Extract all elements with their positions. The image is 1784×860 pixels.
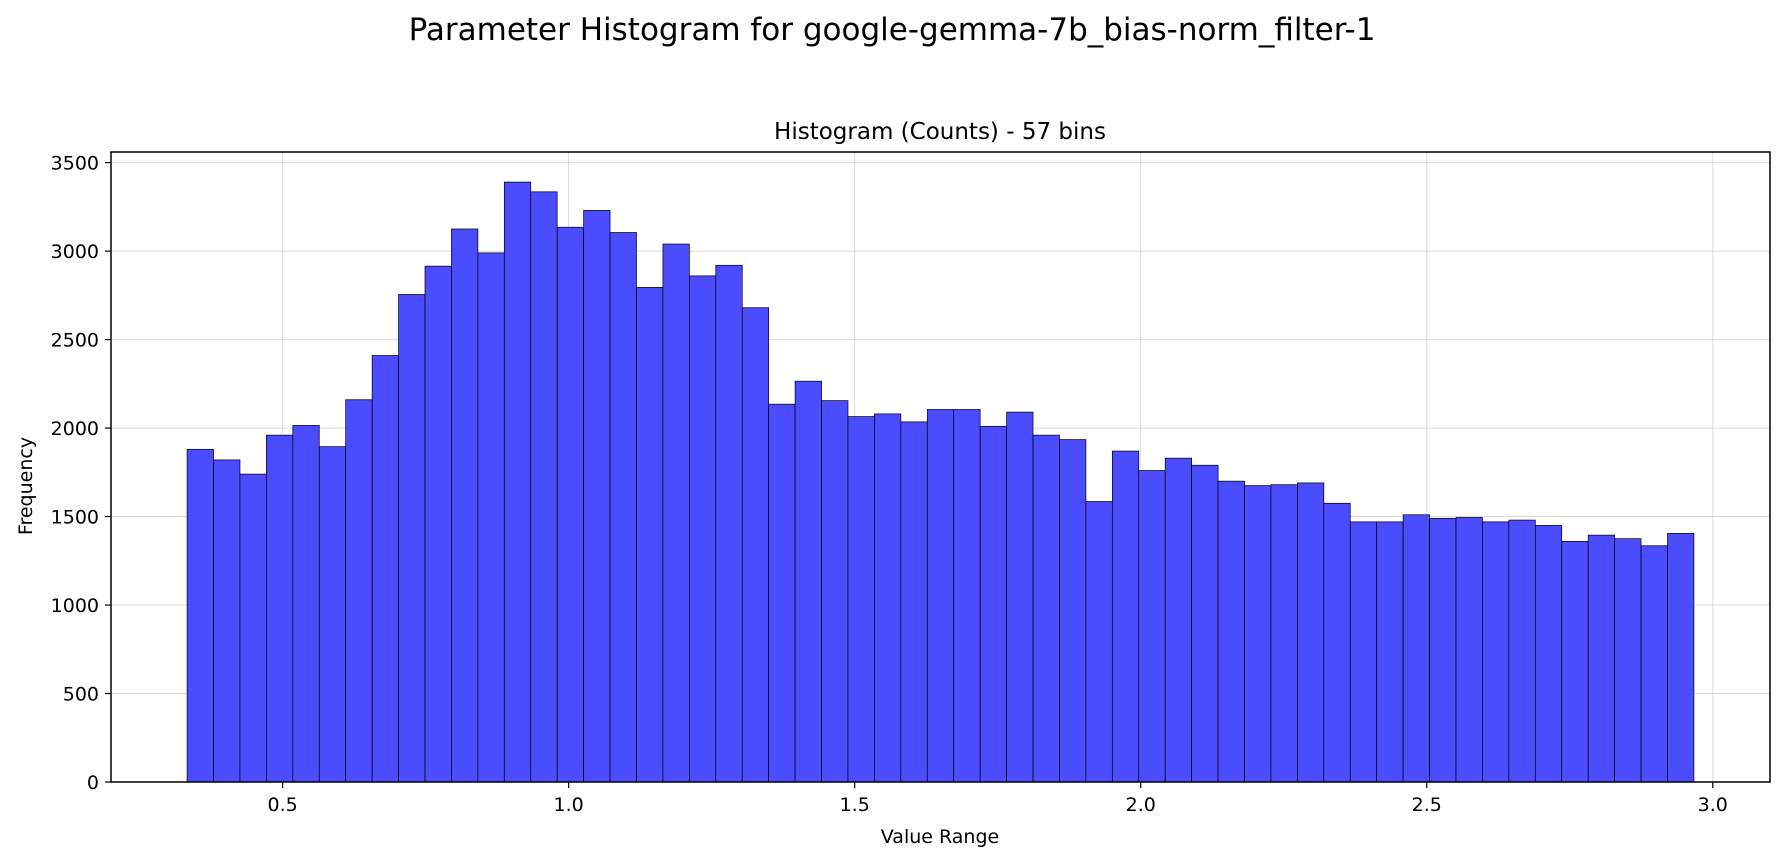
x-axis-ticks: 0.5 1.0 1.5 2.0 2.5 3.0: [268, 782, 1728, 816]
x-tick-label: 2.5: [1412, 794, 1442, 816]
histogram-bar: [371, 355, 399, 783]
histogram-bar: [1297, 482, 1325, 783]
histogram-bar: [292, 425, 320, 783]
y-axis-ticks: 0 500 1000 1500 2000 2500 3000 3500: [51, 153, 111, 794]
histogram-bar: [689, 275, 717, 783]
histogram-bar: [186, 448, 214, 783]
histogram-bar: [1111, 450, 1140, 783]
y-tick-label: 0: [87, 772, 99, 794]
histogram-bar: [1376, 521, 1404, 783]
histogram-bar: [1508, 519, 1536, 783]
histogram-bar: [926, 409, 955, 783]
histogram-bar: [874, 413, 902, 783]
histogram-bar: [768, 403, 796, 783]
y-tick-label: 1500: [51, 507, 99, 529]
histogram-bar: [398, 294, 426, 783]
histogram-bar: [318, 446, 347, 783]
y-tick-label: 1000: [51, 595, 99, 617]
histogram-bar: [847, 416, 875, 783]
axes-title: Histogram (Counts) - 57 bins: [774, 119, 1106, 145]
histogram-bar: [609, 232, 637, 783]
histogram-bar: [1244, 485, 1272, 783]
figure-title: Parameter Histogram for google-gemma-7b_…: [409, 12, 1376, 48]
histogram-bar: [477, 252, 505, 783]
x-tick-label: 1.5: [840, 794, 870, 816]
histogram-bar: [1006, 411, 1034, 783]
x-tick-label: 2.0: [1126, 794, 1156, 816]
histogram-bar: [239, 473, 267, 783]
plot-frame: [110, 151, 1771, 783]
histogram-bar: [1059, 439, 1087, 783]
histogram-bar: [794, 380, 822, 783]
y-tick-label: 3000: [51, 241, 99, 263]
histogram-bars: [186, 181, 1695, 783]
histogram-bar: [530, 191, 558, 783]
histogram-bar: [1455, 517, 1483, 783]
histogram-bar: [715, 264, 743, 783]
histogram-bar: [1217, 480, 1245, 783]
histogram-bar: [900, 421, 928, 783]
histogram-bar: [979, 425, 1007, 783]
histogram-bar: [1561, 540, 1589, 783]
histogram-bar: [821, 400, 849, 783]
histogram-bar: [1429, 517, 1457, 783]
histogram-bar: [1640, 545, 1668, 783]
histogram-bar: [1482, 521, 1510, 783]
y-axis-label: Frequency: [15, 437, 37, 535]
histogram-bar: [1587, 534, 1615, 783]
histogram-bar: [1032, 434, 1060, 783]
histogram-bar: [636, 287, 664, 783]
histogram-bar: [1270, 484, 1298, 783]
x-tick-label: 3.0: [1698, 794, 1728, 816]
histogram-bar: [1138, 470, 1166, 783]
histogram-bar: [583, 210, 611, 783]
histogram-bar: [1534, 525, 1563, 783]
y-tick-label: 2500: [51, 330, 99, 352]
y-tick-label: 500: [63, 684, 99, 706]
histogram-bar: [345, 399, 373, 783]
histogram-bar: [662, 243, 690, 783]
x-tick-label: 1.0: [554, 794, 584, 816]
histogram-bar: [741, 307, 770, 783]
histogram-bar: [1349, 521, 1378, 783]
histogram-bar: [1614, 538, 1642, 783]
histogram-bar: [556, 226, 584, 783]
histogram-bar: [424, 265, 452, 783]
histogram-bar: [1323, 502, 1351, 783]
histogram-bar: [503, 181, 532, 783]
histogram-bar: [213, 459, 241, 783]
x-tick-label: 0.5: [268, 794, 298, 816]
histogram-bar: [451, 228, 479, 783]
y-tick-label: 3500: [51, 153, 99, 175]
histogram-bar: [266, 434, 294, 783]
histogram-bar: [1402, 514, 1430, 783]
histogram-bar: [1191, 464, 1219, 783]
histogram-bar: [1164, 457, 1192, 783]
histogram-bar: [953, 409, 981, 783]
x-axis-label: Value Range: [881, 826, 999, 848]
histogram-bar: [1667, 533, 1695, 783]
histogram-bar: [1085, 501, 1113, 783]
y-tick-label: 2000: [51, 418, 99, 440]
